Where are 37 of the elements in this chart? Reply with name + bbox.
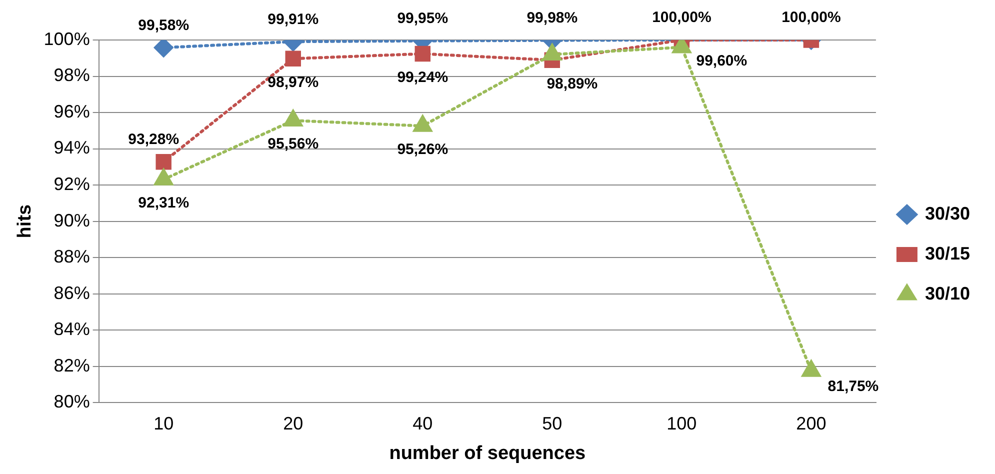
data-label: 95,56% bbox=[268, 136, 319, 153]
y-axis-title: hits bbox=[14, 204, 36, 238]
data-label: 99,24% bbox=[397, 68, 448, 86]
data-label: 99,60% bbox=[696, 52, 748, 70]
legend-label: 30/15 bbox=[924, 243, 970, 264]
y-tick-label: 80% bbox=[54, 392, 90, 412]
y-tick-label: 90% bbox=[54, 210, 90, 230]
data-label: 99,91% bbox=[268, 10, 319, 28]
data-label: 92,31% bbox=[138, 194, 190, 212]
data-label: 100,00% bbox=[782, 9, 841, 26]
legend-label: 30/10 bbox=[924, 283, 970, 304]
data-label: 98,89% bbox=[546, 75, 598, 92]
data-label: 100,00% bbox=[652, 9, 712, 26]
data-label: 99,98% bbox=[526, 10, 578, 27]
data-label: 81,75% bbox=[828, 378, 879, 396]
y-tick-label: 96% bbox=[54, 101, 90, 122]
data-label: 93,28% bbox=[128, 130, 180, 148]
y-tick-label: 94% bbox=[54, 138, 90, 158]
data-label: 99,58% bbox=[138, 16, 190, 34]
y-tick-label: 88% bbox=[54, 246, 90, 267]
legend-label: 30/30 bbox=[924, 203, 970, 224]
y-tick-label: 100% bbox=[44, 28, 90, 49]
x-tick-label: 200 bbox=[796, 413, 826, 434]
data-label: 99,95% bbox=[397, 10, 448, 28]
y-tick-label: 82% bbox=[54, 355, 90, 376]
data-label: 95,26% bbox=[397, 141, 448, 158]
y-tick-label: 86% bbox=[54, 282, 90, 303]
data-label: 98,97% bbox=[268, 74, 319, 91]
y-tick-label: 84% bbox=[54, 319, 90, 340]
x-tick-label: 50 bbox=[542, 413, 562, 434]
x-tick-label: 20 bbox=[283, 413, 304, 434]
x-axis-title: number of sequences bbox=[389, 442, 586, 464]
y-tick-label: 98% bbox=[54, 65, 90, 86]
x-tick-label: 10 bbox=[154, 413, 174, 434]
x-tick-label: 40 bbox=[412, 413, 433, 434]
x-tick-label: 100 bbox=[666, 413, 697, 434]
y-tick-label: 92% bbox=[54, 174, 90, 194]
